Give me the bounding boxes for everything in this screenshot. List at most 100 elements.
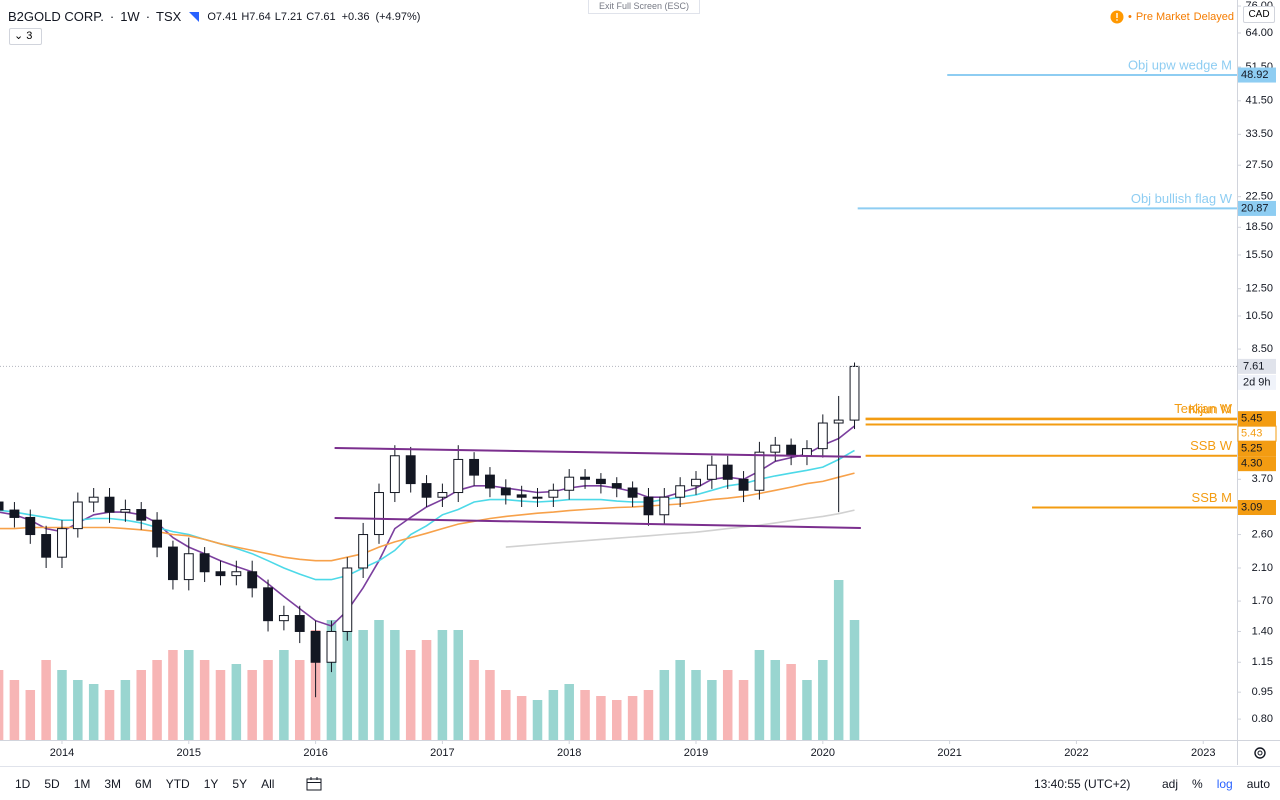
volume-bar — [770, 660, 781, 740]
y-tick-label: 22.50 — [1245, 191, 1273, 203]
candle-body — [72, 501, 83, 530]
symbol[interactable]: B2GOLD CORP. — [8, 9, 104, 24]
range-button[interactable]: 5D — [44, 777, 60, 791]
candle-body — [516, 494, 527, 498]
x-tick-label: 2023 — [1191, 747, 1215, 759]
volume-bar — [374, 620, 384, 740]
candle-body — [41, 534, 52, 558]
last-price-label: 7.61 — [1243, 360, 1264, 372]
y-tick-label: 3.70 — [1252, 473, 1273, 485]
volume-bar — [168, 650, 178, 740]
level-price-label: 48.92 — [1241, 69, 1269, 81]
volume-bar — [754, 650, 765, 740]
scale-option[interactable]: % — [1192, 777, 1203, 791]
range-button[interactable]: YTD — [165, 777, 190, 791]
level-price-label: 5.25 — [1241, 443, 1262, 455]
chevron: ⌄ — [14, 30, 27, 42]
x-tick-label: 2019 — [684, 747, 708, 759]
trendline — [334, 446, 861, 458]
flag-icon — [189, 11, 200, 22]
volume-bar — [802, 680, 812, 740]
volume-bar — [73, 680, 83, 740]
y-tick-label: 64.00 — [1245, 27, 1273, 39]
ohlc-label: C — [306, 10, 315, 23]
level-price-box — [1238, 441, 1276, 457]
level-price-box — [1238, 200, 1276, 216]
y-tick-label: 15.50 — [1245, 249, 1273, 261]
x-tick-label: 2022 — [1064, 747, 1088, 759]
ohlc-value: 7.61 — [314, 10, 336, 23]
candle-body — [342, 567, 353, 632]
scale-option[interactable]: log — [1216, 777, 1233, 791]
volume-bar — [199, 660, 210, 740]
range-button[interactable]: 1M — [73, 777, 91, 791]
x-tick-label: 2014 — [50, 747, 74, 759]
range-button[interactable]: 6M — [135, 777, 152, 791]
candle-body — [722, 464, 733, 480]
candle-body — [770, 444, 781, 453]
y-tick-label: 0.95 — [1252, 686, 1273, 698]
ohlc-value: 7.41 — [215, 10, 238, 23]
level-label: Kijun M — [1189, 402, 1232, 417]
interval[interactable]: 1W — [120, 9, 140, 24]
range-button[interactable]: 3M — [104, 777, 122, 791]
exchange: TSX — [156, 9, 182, 24]
volume-bar — [675, 660, 685, 740]
candle-body — [437, 492, 448, 498]
level-label: Tenkan W — [1174, 401, 1233, 416]
volume-bar — [294, 660, 305, 740]
level-price-label: 5.45 — [1241, 413, 1262, 425]
volume-bar — [358, 630, 368, 740]
candle-body — [358, 534, 369, 569]
volume-bar — [833, 580, 844, 740]
candle-body — [643, 496, 654, 516]
range-button[interactable]: 1Y — [203, 777, 219, 791]
volume-bar — [405, 650, 416, 740]
y-tick-label: 1.40 — [1252, 625, 1273, 637]
level-label: SSB M — [1192, 490, 1232, 505]
indicators-toggle[interactable]: ⌄ 3 — [9, 28, 42, 45]
ohlc-value: 7.64 — [249, 10, 271, 23]
volume-bar — [88, 684, 99, 740]
y-tick-label: 0.80 — [1252, 713, 1273, 725]
volume-bar — [136, 670, 146, 740]
candle-body — [326, 630, 337, 663]
volume-bar — [0, 670, 4, 740]
candle-body — [453, 458, 464, 494]
range-buttons: 1D 5D 1M 3M 6M YTD 1Y 5Y All — [8, 777, 281, 791]
scale-option[interactable]: auto — [1246, 777, 1271, 791]
volume-bar — [722, 670, 733, 740]
scale-option[interactable]: adj — [1162, 777, 1179, 791]
x-tick-label: 2015 — [177, 747, 201, 759]
ohlc-label: H — [241, 10, 250, 23]
volume-bar — [580, 690, 590, 740]
goto-date-icon[interactable] — [305, 776, 323, 792]
y-tick-label: 76.00 — [1245, 0, 1273, 12]
delay: Delayed — [1193, 11, 1234, 23]
candle-body — [231, 571, 242, 577]
candle-body — [389, 455, 400, 494]
candle-body — [706, 464, 717, 480]
ohlc: O7.41 H7.64 L7.21 C7.61 — [207, 11, 335, 23]
indicator-count: 3 — [26, 30, 33, 42]
range-button[interactable]: 5Y — [232, 777, 248, 791]
y-tick-label: 2.10 — [1252, 562, 1273, 574]
candle-body — [120, 509, 131, 513]
x-tick-label: 2020 — [811, 747, 835, 759]
volume-bar — [564, 684, 574, 740]
volume-bar — [818, 660, 828, 740]
range-button[interactable]: 1D — [15, 777, 31, 791]
candle-body — [421, 483, 432, 498]
settings-icon[interactable] — [1254, 747, 1266, 759]
exit-fullscreen[interactable]: Exit Full Screen (ESC) — [588, 0, 700, 14]
candle-body — [263, 587, 273, 622]
countdown-label: 2d 9h — [1243, 376, 1271, 388]
candle-body — [786, 444, 797, 457]
currency[interactable]: CAD — [1243, 6, 1275, 23]
change-pct: (+4.97%) — [375, 10, 421, 23]
trendline — [334, 516, 861, 530]
volume-bar — [659, 670, 670, 740]
candle-body — [564, 476, 575, 491]
range-button[interactable]: All — [261, 777, 275, 791]
volume-bar — [104, 690, 115, 740]
